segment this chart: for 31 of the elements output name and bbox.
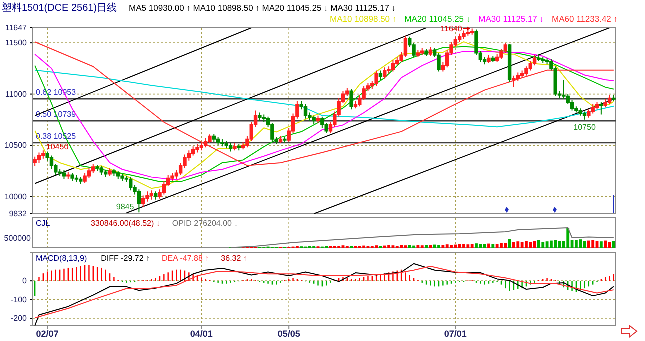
annotation: 10450 <box>46 142 70 152</box>
y-tick-label: -100 <box>10 295 28 304</box>
text: MA60 11233.42 ↑ <box>552 14 618 24</box>
text: MA30 11125.17 ↓ <box>478 14 544 24</box>
text: 500000 <box>4 234 32 243</box>
y-tick-label: 0 <box>22 276 28 286</box>
y-tick-label: 10500 <box>4 141 28 150</box>
x-tick-label: 05/05 <box>278 329 300 339</box>
y-tick-label: 10000 <box>4 192 28 202</box>
chart-title: MACD(8,13,9) <box>36 254 88 263</box>
chart-title: CJL <box>36 219 51 228</box>
text: MA20 11045.25 ↓ <box>404 14 471 24</box>
series-label: DEA -47.88 ↑ <box>162 254 210 263</box>
x-tick-label: 02/07 <box>36 329 59 339</box>
x-tick-label: 04/01 <box>190 329 213 339</box>
y-tick-label: -200 <box>10 314 28 324</box>
y-tick-label: 11000 <box>5 90 28 99</box>
annotation: 330846.00(48.52) ↓ <box>91 219 160 228</box>
y-tick-label: 11647 <box>5 24 28 33</box>
x-tick-label: 07/01 <box>444 329 467 339</box>
annotation: 9845 <box>116 202 135 212</box>
y-tick-label: 9832 <box>9 210 28 219</box>
text: OPID 276204.00 ↓ <box>172 219 238 228</box>
annotation: 36.32 ↑ <box>221 254 248 263</box>
chart-title: 塑料1501(DCE 2561)日线 <box>2 2 118 14</box>
annotation: 11640 <box>440 24 463 34</box>
text: MA5 10930.00 ↑ MA10 10898.50 ↑ MA20 11045.25 ↓ MA30 11125.17 ↓ <box>129 3 396 13</box>
y-tick-label: 11500 <box>5 38 28 48</box>
text: DIFF -29.72 ↑ <box>101 254 150 263</box>
annotation: 10750 <box>574 122 596 132</box>
text: MA10 10898.50 ↑ <box>330 14 397 24</box>
